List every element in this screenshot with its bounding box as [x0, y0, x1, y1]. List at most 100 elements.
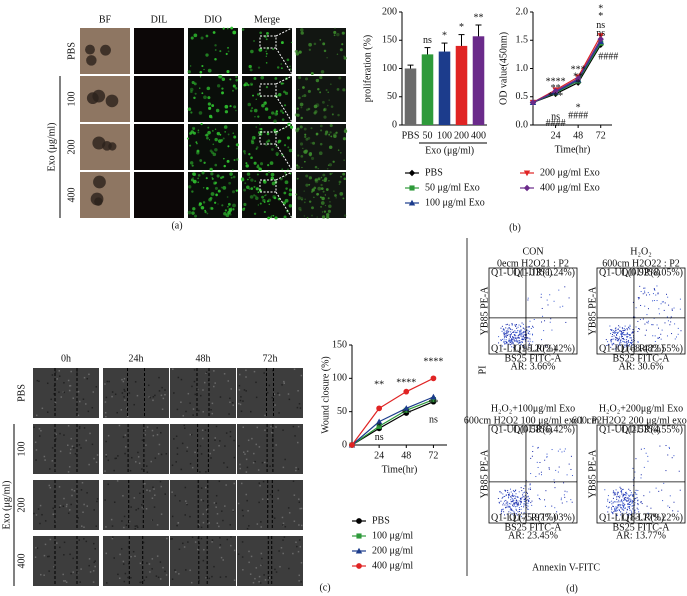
event-dot — [523, 500, 525, 502]
texture — [63, 580, 65, 582]
texture — [153, 488, 155, 490]
texture — [114, 457, 116, 460]
texture — [182, 414, 185, 417]
event-dot — [506, 341, 508, 343]
texture — [255, 396, 258, 399]
event-dot — [632, 494, 634, 496]
event-dot — [519, 331, 521, 333]
texture — [243, 389, 246, 391]
event-dot — [521, 322, 523, 324]
fluor-dot — [259, 202, 262, 205]
fluor-dot — [221, 91, 224, 95]
event-dot — [623, 499, 625, 501]
fluor-dot — [283, 215, 287, 219]
fluor-dot — [329, 201, 331, 203]
event-dot — [509, 334, 511, 336]
fluor-dot — [214, 201, 217, 204]
event-dot — [629, 334, 631, 336]
event-dot — [627, 341, 629, 343]
event-dot — [640, 448, 642, 450]
event-dot — [508, 330, 510, 332]
texture — [300, 524, 303, 527]
event-dot — [517, 337, 519, 339]
event-dot — [507, 489, 509, 491]
event-dot — [509, 342, 511, 344]
event-dot — [618, 325, 620, 327]
event-dot — [632, 467, 634, 469]
fluor-dot — [199, 159, 203, 162]
x-tick-label: 50 — [423, 130, 433, 141]
event-dot — [615, 327, 617, 329]
cell-blob — [102, 140, 112, 151]
event-dot — [523, 338, 525, 340]
event-dot — [565, 321, 567, 323]
event-dot — [644, 292, 646, 294]
event-dot — [634, 509, 636, 511]
texture — [233, 579, 236, 581]
fluor-dot — [210, 116, 213, 119]
plot-title: H₂O₂+100μg/ml Exo — [491, 403, 575, 414]
fluor-dot — [327, 91, 330, 94]
fluor-dot — [224, 209, 228, 212]
event-dot — [511, 340, 513, 342]
plot-subtitle: 0ecm H2O21 : P2 — [497, 258, 569, 269]
fluor-dot — [277, 141, 280, 144]
event-dot — [619, 495, 621, 497]
event-dot — [516, 500, 518, 502]
fluor-dot — [307, 89, 311, 93]
fluor-dot — [265, 140, 269, 144]
panel-label: (d) — [566, 583, 578, 594]
event-dot — [632, 479, 634, 481]
event-dot — [514, 331, 516, 333]
texture — [186, 450, 188, 452]
event-dot — [504, 490, 506, 492]
texture — [175, 461, 177, 463]
event-dot — [633, 512, 635, 514]
fluor-dot — [259, 31, 263, 35]
texture — [80, 568, 82, 570]
fluor-dot — [314, 165, 318, 169]
texture — [245, 458, 248, 461]
event-dot — [527, 495, 529, 497]
fluor-dot — [211, 176, 214, 179]
annotation: *** — [571, 64, 586, 75]
texture — [229, 524, 232, 526]
marker — [523, 170, 531, 177]
texture — [192, 414, 194, 416]
event-dot — [615, 332, 617, 334]
texture — [159, 578, 162, 580]
event-dot — [645, 452, 647, 454]
event-dot — [628, 507, 630, 509]
texture — [140, 581, 142, 583]
texture — [40, 573, 42, 576]
event-dot — [522, 327, 524, 329]
fluor-dot — [264, 195, 266, 197]
event-dot — [526, 337, 528, 339]
event-dot — [516, 332, 518, 334]
event-dot — [611, 344, 613, 346]
event-dot — [613, 511, 615, 513]
event-dot — [524, 491, 526, 493]
fluor-dot — [326, 57, 328, 59]
event-dot — [519, 346, 521, 348]
texture — [154, 394, 156, 397]
texture — [189, 402, 191, 404]
fluor-dot — [303, 94, 307, 98]
event-dot — [515, 489, 517, 491]
fluor-dot — [253, 212, 257, 215]
fluor-dot — [206, 86, 211, 91]
texture — [94, 547, 96, 550]
texture — [202, 500, 205, 502]
fluor-dot — [328, 204, 332, 209]
texture — [108, 380, 110, 383]
fluor-dot — [247, 178, 249, 181]
event-dot — [506, 334, 508, 336]
texture — [117, 455, 119, 457]
fluor-dot — [191, 80, 195, 85]
event-dot — [511, 508, 513, 510]
event-dot — [555, 469, 557, 471]
quadrant-label: Q1-UR(8.05%) — [621, 267, 683, 278]
texture — [52, 513, 54, 515]
event-dot — [518, 342, 520, 344]
